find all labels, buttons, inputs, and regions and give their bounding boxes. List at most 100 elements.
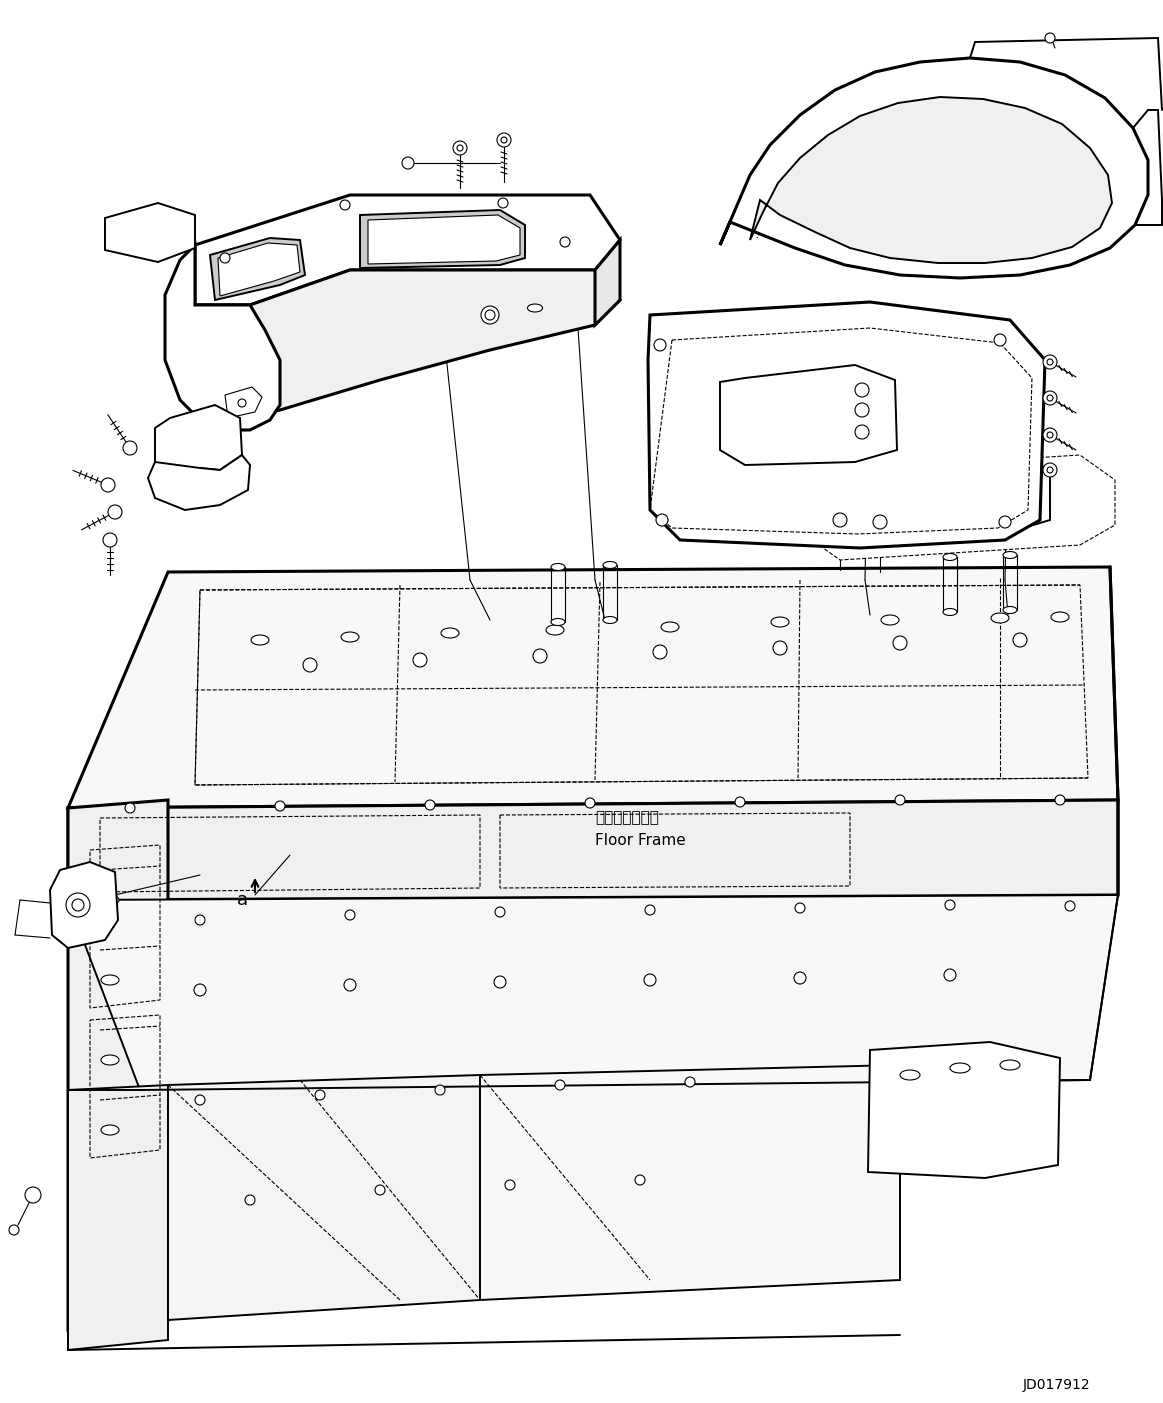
Circle shape <box>497 133 511 147</box>
Ellipse shape <box>1051 612 1069 622</box>
Circle shape <box>735 797 745 807</box>
Ellipse shape <box>1003 551 1016 558</box>
Ellipse shape <box>1000 1061 1020 1070</box>
Circle shape <box>645 905 655 915</box>
Circle shape <box>304 658 317 672</box>
Circle shape <box>893 636 907 650</box>
Polygon shape <box>809 450 1050 540</box>
Circle shape <box>195 915 205 925</box>
Circle shape <box>855 425 869 439</box>
Polygon shape <box>648 302 1046 549</box>
Polygon shape <box>720 365 897 464</box>
Polygon shape <box>211 239 305 300</box>
Polygon shape <box>595 240 620 325</box>
Circle shape <box>315 1090 324 1100</box>
Polygon shape <box>148 455 250 511</box>
Circle shape <box>413 652 427 666</box>
Polygon shape <box>195 195 620 304</box>
Circle shape <box>1043 355 1057 369</box>
Circle shape <box>833 513 847 528</box>
Polygon shape <box>217 243 300 296</box>
Polygon shape <box>868 1042 1059 1179</box>
Circle shape <box>101 478 115 492</box>
Circle shape <box>495 906 505 918</box>
Text: a: a <box>214 398 226 417</box>
Circle shape <box>345 911 355 920</box>
Polygon shape <box>805 455 1115 560</box>
Circle shape <box>896 796 905 805</box>
Ellipse shape <box>943 609 957 616</box>
Circle shape <box>24 1187 41 1202</box>
Ellipse shape <box>551 619 565 626</box>
Polygon shape <box>67 567 1118 808</box>
Circle shape <box>855 383 869 397</box>
Ellipse shape <box>900 1070 920 1080</box>
Polygon shape <box>361 210 525 268</box>
Circle shape <box>498 198 508 208</box>
Polygon shape <box>167 1075 480 1320</box>
Polygon shape <box>67 800 167 1330</box>
Circle shape <box>644 974 656 986</box>
Circle shape <box>454 140 468 154</box>
Circle shape <box>1043 391 1057 405</box>
Circle shape <box>494 976 506 988</box>
Circle shape <box>944 969 956 981</box>
Circle shape <box>685 1078 695 1087</box>
Polygon shape <box>720 58 1148 278</box>
Ellipse shape <box>101 895 119 905</box>
Ellipse shape <box>661 622 679 631</box>
Circle shape <box>1065 901 1075 911</box>
Circle shape <box>505 1180 515 1190</box>
Circle shape <box>104 533 117 547</box>
Ellipse shape <box>101 1125 119 1135</box>
Circle shape <box>481 306 499 324</box>
Ellipse shape <box>602 561 618 568</box>
Text: a: a <box>236 891 248 909</box>
Ellipse shape <box>101 1055 119 1065</box>
Circle shape <box>585 798 595 808</box>
Polygon shape <box>155 405 242 478</box>
Circle shape <box>1013 633 1027 647</box>
Ellipse shape <box>991 613 1009 623</box>
Polygon shape <box>50 861 117 948</box>
Circle shape <box>238 398 247 407</box>
Circle shape <box>340 201 350 210</box>
Circle shape <box>66 892 90 918</box>
Ellipse shape <box>602 616 618 623</box>
Ellipse shape <box>528 304 542 311</box>
Circle shape <box>873 515 887 529</box>
Circle shape <box>424 800 435 810</box>
Circle shape <box>533 650 547 664</box>
Circle shape <box>1055 796 1065 805</box>
Polygon shape <box>67 895 1118 1090</box>
Circle shape <box>245 1195 255 1205</box>
Ellipse shape <box>251 636 269 645</box>
Circle shape <box>656 513 668 526</box>
Ellipse shape <box>771 617 789 627</box>
Ellipse shape <box>545 624 564 636</box>
Circle shape <box>194 984 206 996</box>
Circle shape <box>374 1186 385 1195</box>
Polygon shape <box>67 800 1118 899</box>
Polygon shape <box>750 97 1112 262</box>
Polygon shape <box>224 387 262 418</box>
Circle shape <box>124 803 135 812</box>
Ellipse shape <box>341 631 359 643</box>
Circle shape <box>794 972 806 984</box>
Circle shape <box>344 979 356 991</box>
Circle shape <box>123 441 137 455</box>
Circle shape <box>108 505 122 519</box>
Circle shape <box>946 899 955 911</box>
Circle shape <box>652 645 668 659</box>
Circle shape <box>485 310 495 320</box>
Circle shape <box>855 403 869 417</box>
Polygon shape <box>165 246 280 429</box>
Polygon shape <box>195 269 620 429</box>
Circle shape <box>274 801 285 811</box>
Circle shape <box>435 1085 445 1094</box>
Circle shape <box>654 340 666 351</box>
Circle shape <box>220 253 230 262</box>
Circle shape <box>1046 34 1055 43</box>
Circle shape <box>635 1174 645 1186</box>
Text: フロアフレーム: フロアフレーム <box>595 811 659 825</box>
